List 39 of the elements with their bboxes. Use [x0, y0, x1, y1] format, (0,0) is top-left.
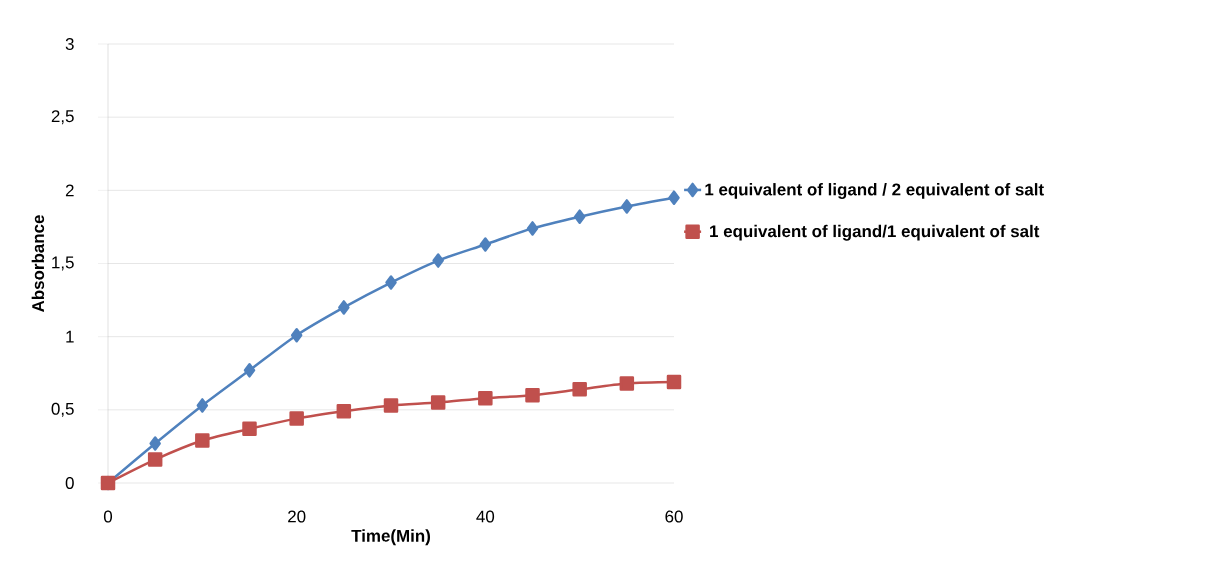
point: [336, 404, 352, 419]
x-tick-label: 20: [288, 510, 306, 523]
point: [383, 398, 399, 413]
x-axis-title: Time(Min): [351, 529, 430, 546]
y-tick-label: 0,5: [51, 402, 74, 417]
point: [668, 190, 680, 205]
point: [149, 436, 161, 451]
point: [196, 398, 209, 413]
point: [242, 421, 257, 437]
legend-label: 1 equivalent of ligand/1 equivalent of salt: [710, 224, 1040, 241]
y-tick-label: 3: [65, 38, 74, 50]
point: [572, 382, 587, 397]
y-tick-label: 0: [65, 477, 74, 489]
point: [619, 376, 635, 391]
x-tick-label: 0: [103, 510, 113, 523]
point: [338, 300, 350, 315]
y-tick-label: 1: [66, 330, 74, 343]
point: [525, 387, 540, 403]
point: [479, 237, 492, 252]
point: [385, 275, 397, 290]
point: [195, 433, 210, 448]
point: [430, 395, 446, 410]
legend-label: 1 equivalent of ligand / 2 equivalent of salt: [705, 183, 1044, 199]
point: [621, 199, 633, 214]
y-tick-label: 1,5: [52, 256, 74, 271]
x-tick-label: 60: [665, 510, 683, 523]
y-tick-label: 2,5: [51, 110, 74, 125]
x-tick-label: 40: [476, 510, 495, 523]
y-axis-title: Absorbance: [31, 215, 45, 313]
point: [432, 253, 444, 268]
point: [290, 327, 303, 343]
point: [147, 452, 163, 467]
point: [478, 390, 493, 406]
point: [526, 221, 539, 236]
y-tick-label: 2: [65, 184, 74, 197]
point: [666, 374, 682, 390]
point: [289, 411, 304, 426]
point: [243, 363, 256, 378]
point: [573, 209, 586, 224]
